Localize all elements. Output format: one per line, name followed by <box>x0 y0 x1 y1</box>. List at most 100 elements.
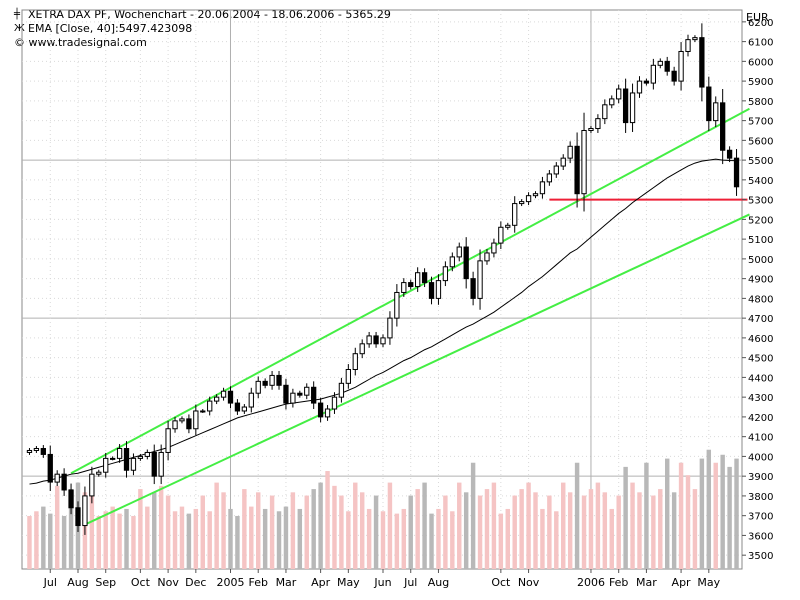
candle-body <box>498 226 504 244</box>
x-tick-label: 2005 <box>216 576 244 589</box>
y-tick-label: 4700 <box>748 314 773 325</box>
candle <box>220 387 227 401</box>
volume-bar <box>436 508 441 569</box>
candle-body <box>706 86 712 122</box>
volume-bar <box>678 462 684 569</box>
candle-body <box>435 280 442 299</box>
candle <box>359 339 365 359</box>
candle <box>671 66 677 86</box>
x-tick-label: Aug <box>67 576 88 589</box>
candle-body <box>338 382 345 398</box>
candle <box>408 279 414 290</box>
volume-bar <box>242 489 247 569</box>
volume-bar <box>477 495 483 569</box>
candle <box>61 468 67 496</box>
volume-bar <box>249 506 254 569</box>
candle <box>421 268 428 288</box>
channel-line-lower <box>84 213 750 526</box>
volume-bar <box>172 511 178 569</box>
candle-body <box>470 278 476 299</box>
trend-channel <box>70 107 750 526</box>
y-tick-label: 4800 <box>748 294 773 305</box>
candle-body <box>262 380 268 386</box>
candle-body <box>664 60 670 72</box>
candle <box>463 237 469 289</box>
volume-bar <box>262 508 268 569</box>
candle-body <box>622 88 629 124</box>
volume-bar <box>359 492 365 569</box>
y-tick-label: 5300 <box>748 196 773 207</box>
y-tick-label: 5600 <box>748 136 773 147</box>
candle <box>255 376 261 399</box>
volume-bar <box>547 495 552 569</box>
candle <box>68 483 74 515</box>
candle <box>33 446 40 453</box>
volume-bar <box>637 492 642 569</box>
candle-body <box>636 80 643 94</box>
candle-body <box>144 451 150 457</box>
volume-bar <box>366 508 372 569</box>
volume-bar <box>713 462 718 569</box>
volume-bar <box>214 482 219 569</box>
candle <box>428 276 435 305</box>
currency-label: EUR <box>746 11 769 24</box>
volume-bar <box>706 449 712 569</box>
candle-body <box>116 448 123 459</box>
y-tick-label: 4600 <box>748 334 773 345</box>
candle-body <box>193 410 199 430</box>
candle-body <box>207 400 213 412</box>
volume-bar <box>692 489 698 569</box>
volume-bar <box>533 492 538 569</box>
candle <box>415 267 421 292</box>
candle <box>602 99 608 125</box>
x-tick-label: 2006 <box>577 576 605 589</box>
candle <box>352 347 358 376</box>
volume-bar <box>658 489 663 569</box>
candle-body <box>560 157 566 167</box>
y-tick-label: 5900 <box>748 77 773 88</box>
volume-bar <box>526 482 531 569</box>
volume-bar <box>256 492 261 569</box>
candle <box>137 453 144 461</box>
candle-body <box>283 384 289 404</box>
candle <box>685 34 691 57</box>
candle-body <box>650 64 656 84</box>
candle <box>345 364 351 389</box>
candle <box>262 378 268 389</box>
candle-body <box>726 149 733 159</box>
candle-body <box>380 337 386 345</box>
volume-bar <box>318 482 323 569</box>
volume-bar <box>671 492 677 569</box>
volume-bar <box>561 482 566 569</box>
candle-body <box>61 473 67 491</box>
y-tick-label: 6100 <box>748 38 773 49</box>
candle <box>553 162 559 178</box>
ema-indicator-icon: Ж <box>14 23 25 34</box>
candle <box>442 261 449 287</box>
volume-bar <box>699 458 705 569</box>
volume-bar <box>373 495 379 569</box>
x-tick-label: Mar <box>276 576 297 589</box>
x-tick-label: Jul <box>43 576 57 589</box>
candle-body <box>68 489 74 509</box>
volume-bar <box>457 482 462 569</box>
candle <box>449 252 455 272</box>
candle <box>650 58 656 90</box>
volume-bar <box>124 508 129 569</box>
ema-legend: EMA [Close, 40]:5497.423098 <box>28 22 193 35</box>
candle-body <box>297 392 303 396</box>
volume-bar <box>519 489 524 569</box>
candle <box>733 149 740 196</box>
candle-body <box>692 37 698 41</box>
x-tick-label: Nov <box>518 576 540 589</box>
candle-body <box>158 451 164 477</box>
volume-bar <box>41 506 46 569</box>
candle <box>581 112 587 212</box>
candle <box>283 378 289 410</box>
candle <box>643 78 650 86</box>
volume-bar <box>145 506 150 569</box>
y-tick-label: 5500 <box>748 156 773 167</box>
candle <box>713 96 719 128</box>
candle <box>200 409 206 413</box>
